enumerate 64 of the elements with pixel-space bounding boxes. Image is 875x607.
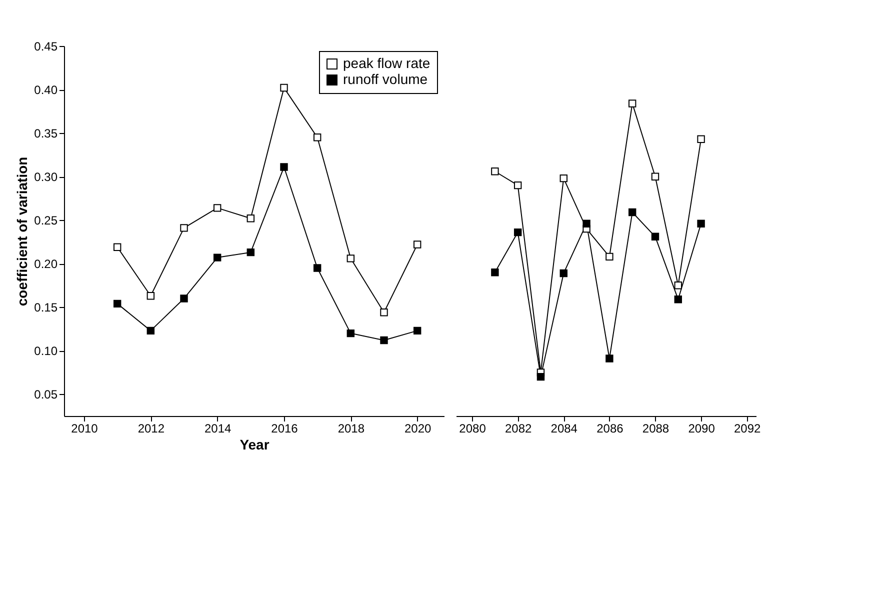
point xyxy=(346,254,355,262)
x-tick-label: 2082 xyxy=(504,422,532,436)
legend-label: runoff volume xyxy=(343,71,428,87)
point xyxy=(346,329,355,338)
legend-label: peak flow rate xyxy=(343,55,430,71)
x-tick-label: 2020 xyxy=(404,422,432,436)
point xyxy=(113,300,122,308)
point xyxy=(560,269,568,278)
x-tick-label: 2090 xyxy=(688,422,716,436)
point xyxy=(651,172,660,180)
x-tick-label: 2014 xyxy=(204,422,232,436)
point xyxy=(113,243,122,251)
point xyxy=(246,248,255,256)
point xyxy=(180,294,188,302)
y-tick-label: 0.45 xyxy=(34,40,58,54)
point xyxy=(606,354,614,362)
point xyxy=(514,181,522,190)
point xyxy=(491,268,499,276)
point xyxy=(697,220,705,228)
point xyxy=(313,264,322,272)
y-tick-label: 0.15 xyxy=(34,300,58,315)
point xyxy=(213,254,222,262)
x-tick-label: 2080 xyxy=(459,422,486,436)
y-tick-label: 0.05 xyxy=(34,388,58,402)
y-tick-label: 0.25 xyxy=(34,214,58,228)
point xyxy=(213,204,222,212)
y-tick-label: 0.35 xyxy=(34,126,58,141)
point xyxy=(413,326,422,335)
point xyxy=(413,240,422,248)
x-tick-label: 2086 xyxy=(596,422,624,436)
x-tick-label: 2018 xyxy=(338,422,365,436)
point xyxy=(606,252,614,261)
x-tick-label: 2016 xyxy=(271,422,298,436)
point xyxy=(146,292,155,300)
x-tick-label: 2092 xyxy=(734,422,762,436)
y-tick-label: 0.10 xyxy=(34,344,58,358)
point xyxy=(180,224,188,232)
point xyxy=(380,308,388,316)
point xyxy=(514,228,522,236)
x-tick-label: 2012 xyxy=(138,422,165,436)
point xyxy=(146,326,155,335)
y-tick-label: 0.40 xyxy=(34,83,58,98)
point xyxy=(628,100,636,108)
y-tick-label: 0.30 xyxy=(34,170,58,184)
point xyxy=(491,168,499,176)
point xyxy=(280,163,288,171)
point xyxy=(697,135,705,144)
point xyxy=(674,295,682,304)
point xyxy=(674,282,682,290)
point xyxy=(380,336,388,344)
y-axis-title: coefficient of variation xyxy=(14,156,30,306)
x-tick-label: 2088 xyxy=(642,422,670,436)
point xyxy=(246,214,255,222)
x-tick-label: 2010 xyxy=(71,422,98,436)
point xyxy=(628,208,636,216)
point xyxy=(536,372,545,381)
point xyxy=(651,232,660,241)
point xyxy=(313,134,322,142)
point xyxy=(560,174,568,182)
x-tick-label: 2084 xyxy=(550,422,578,436)
x-axis-title: Year xyxy=(240,436,270,452)
point xyxy=(582,220,590,228)
y-tick-label: 0.20 xyxy=(34,257,58,272)
point xyxy=(280,84,288,92)
